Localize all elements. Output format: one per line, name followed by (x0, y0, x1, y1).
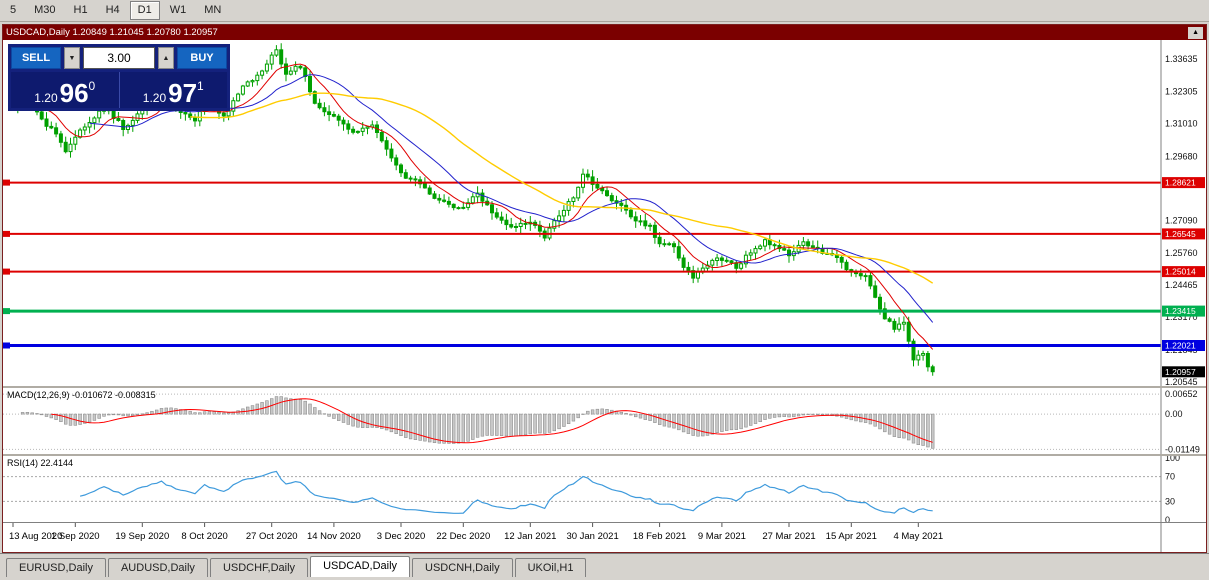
line-handle[interactable] (3, 268, 10, 275)
macd-histogram (20, 396, 935, 449)
buy-price-pips: 97 (168, 77, 198, 108)
tf-button-H4[interactable]: H4 (98, 1, 128, 20)
tab-usdcad-daily[interactable]: USDCAD,Daily (310, 556, 411, 577)
svg-text:1 Sep 2020: 1 Sep 2020 (51, 531, 100, 542)
price-tags: 1.28621 1.26545 1.25014 1.23415 1.22021 1.209… (1162, 177, 1205, 378)
svg-text:1.20545: 1.20545 (1165, 377, 1198, 386)
line-handle[interactable] (3, 230, 10, 237)
timeframe-toolbar: 5 M30 H1 H4 D1 W1 MN (0, 0, 1209, 22)
tf-button-H1[interactable]: H1 (66, 1, 96, 20)
chart-title: USDCAD,Daily 1.20849 1.21045 1.20780 1.2… (6, 27, 218, 38)
svg-text:1.28621: 1.28621 (1165, 178, 1196, 188)
svg-text:8 Oct 2020: 8 Oct 2020 (181, 531, 227, 542)
price-divider (118, 72, 120, 108)
buy-button[interactable]: BUY (177, 47, 227, 69)
svg-text:0.00: 0.00 (1165, 409, 1183, 419)
bear-candles (11, 49, 935, 373)
tab-audusd-daily[interactable]: AUDUSD,Daily (107, 558, 208, 577)
tab-ukoil-h1[interactable]: UKOil,H1 (514, 558, 587, 577)
volume-decrease-button[interactable]: ▼ (64, 47, 80, 69)
svg-text:1.29680: 1.29680 (1165, 152, 1198, 162)
svg-text:1.27090: 1.27090 (1165, 215, 1198, 225)
chart-tabs-bar: EURUSD,Daily AUDUSD,Daily USDCHF,Daily USDC… (0, 553, 1209, 580)
svg-text:1.23170: 1.23170 (1165, 312, 1198, 322)
price-chart-pane[interactable]: SELL ▼ ▲ BUY 1.20 96 0 1.20 97 1 1 (3, 40, 1206, 386)
collapse-triangle-icon[interactable]: ▲ (1188, 26, 1203, 39)
svg-text:1.33635: 1.33635 (1165, 54, 1198, 64)
macd-svg: 0.00652 0.00 -0.01149 (3, 388, 1206, 454)
sell-price-display[interactable]: 1.20 96 0 (11, 72, 119, 108)
svg-text:13 Aug 2020: 13 Aug 2020 (9, 531, 62, 542)
svg-text:18 Feb 2021: 18 Feb 2021 (633, 531, 686, 542)
one-click-trading-panel: SELL ▼ ▲ BUY 1.20 96 0 1.20 97 1 (8, 44, 230, 111)
svg-text:22 Dec 2020: 22 Dec 2020 (436, 531, 490, 542)
tf-button-MN[interactable]: MN (196, 1, 229, 20)
svg-text:70: 70 (1165, 472, 1175, 482)
svg-text:27 Oct 2020: 27 Oct 2020 (246, 531, 298, 542)
rsi-label: RSI(14) 22.4144 (7, 458, 74, 468)
svg-text:1.32305: 1.32305 (1165, 87, 1198, 97)
rsi-axis-labels: 100 70 30 0 (1165, 456, 1180, 522)
volume-increase-button[interactable]: ▲ (158, 47, 174, 69)
volume-input[interactable] (83, 47, 155, 69)
svg-text:9 Mar 2021: 9 Mar 2021 (698, 531, 746, 542)
buy-price-pipette: 1 (197, 79, 204, 93)
sell-price-pips: 96 (59, 77, 89, 108)
line-handle[interactable] (3, 342, 10, 349)
tf-button-M30[interactable]: M30 (26, 1, 63, 20)
buy-price-display[interactable]: 1.20 97 1 (120, 72, 228, 108)
chart-window: USDCAD,Daily 1.20849 1.21045 1.20780 1.2… (2, 24, 1207, 553)
rsi-pane[interactable]: RSI(14) 22.4144 100 70 30 0 (3, 454, 1206, 522)
line-handle[interactable] (3, 179, 10, 186)
svg-text:0: 0 (1165, 515, 1170, 522)
macd-label: MACD(12,26,9) -0.010672 -0.008315 (7, 390, 156, 400)
sell-price-pipette: 0 (88, 79, 96, 93)
svg-text:1.25760: 1.25760 (1165, 248, 1198, 258)
svg-text:1.24465: 1.24465 (1165, 280, 1198, 290)
macd-axis-labels: 0.00652 0.00 -0.01149 (1165, 389, 1200, 454)
svg-text:14 Nov 2020: 14 Nov 2020 (307, 531, 361, 542)
buy-price-prefix: 1.20 (142, 90, 167, 105)
tf-button-W1[interactable]: W1 (162, 1, 195, 20)
svg-text:1.25014: 1.25014 (1165, 267, 1196, 277)
macd-signal-line (51, 398, 933, 444)
ma-medium-line (89, 74, 934, 323)
svg-text:1.26545: 1.26545 (1165, 229, 1196, 239)
tf-button-D1[interactable]: D1 (129, 0, 160, 21)
svg-text:-0.01149: -0.01149 (1165, 444, 1200, 454)
svg-text:12 Jan 2021: 12 Jan 2021 (504, 531, 556, 542)
macd-pane[interactable]: MACD(12,26,9) -0.010672 -0.008315 0.0065… (3, 386, 1206, 454)
date-axis: 13 Aug 2020 1 Sep 2020 19 Sep 2020 8 Oct 20… (3, 522, 1206, 552)
svg-text:30 Jan 2021: 30 Jan 2021 (566, 531, 618, 542)
ma-slow-line (190, 92, 934, 284)
sell-price-prefix: 1.20 (34, 90, 58, 105)
svg-text:0.00652: 0.00652 (1165, 389, 1198, 399)
svg-text:3 Dec 2020: 3 Dec 2020 (377, 531, 426, 542)
svg-text:15 Apr 2021: 15 Apr 2021 (826, 531, 877, 542)
line-handle[interactable] (3, 308, 10, 315)
svg-text:27 Mar 2021: 27 Mar 2021 (762, 531, 815, 542)
svg-text:100: 100 (1165, 456, 1180, 463)
svg-text:1.23415: 1.23415 (1165, 306, 1196, 316)
tab-usdchf-daily[interactable]: USDCHF,Daily (209, 558, 309, 577)
svg-text:30: 30 (1165, 496, 1175, 506)
svg-text:19 Sep 2020: 19 Sep 2020 (115, 531, 169, 542)
tab-usdcnh-daily[interactable]: USDCNH,Daily (412, 558, 513, 577)
tf-button-5[interactable]: 5 (2, 1, 24, 20)
rsi-svg: 100 70 30 0 (3, 456, 1206, 522)
svg-text:1.22021: 1.22021 (1165, 341, 1196, 351)
chart-titlebar[interactable]: USDCAD,Daily 1.20849 1.21045 1.20780 1.2… (3, 25, 1206, 40)
svg-text:4 May 2021: 4 May 2021 (893, 531, 943, 542)
svg-text:1.20957: 1.20957 (1165, 367, 1196, 377)
sell-button[interactable]: SELL (11, 47, 61, 69)
svg-text:1.31010: 1.31010 (1165, 119, 1198, 129)
tab-eurusd-daily[interactable]: EURUSD,Daily (6, 558, 106, 577)
rsi-line (79, 470, 933, 514)
